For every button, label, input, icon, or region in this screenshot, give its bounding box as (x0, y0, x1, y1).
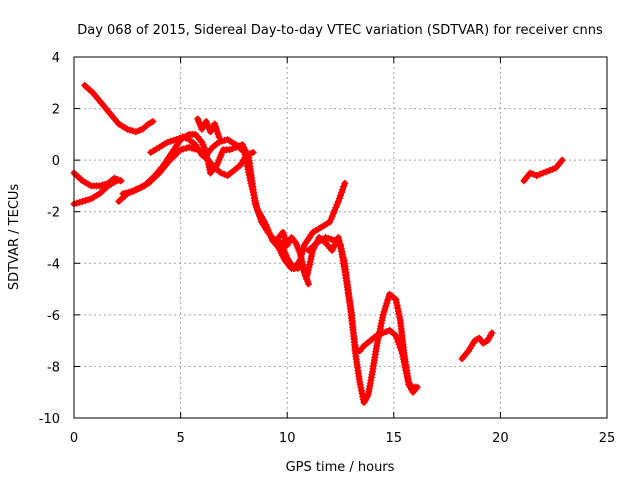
data-point-marker (338, 188, 346, 196)
data-point-marker (132, 128, 140, 136)
data-point-marker (330, 209, 337, 217)
data-point-marker (297, 252, 305, 260)
data-point-marker (252, 203, 260, 211)
data-point-marker (533, 172, 541, 180)
data-point-marker (327, 215, 335, 223)
data-point-marker (246, 150, 254, 158)
data-point-marker (243, 151, 251, 159)
data-point-marker (549, 165, 557, 173)
data-point-marker (254, 209, 262, 217)
data-point-marker (257, 215, 265, 223)
data-point-marker (392, 332, 400, 339)
y-tick-label: -8 (47, 360, 60, 375)
plot-frame (73, 56, 608, 419)
data-point-marker (526, 169, 534, 177)
x-tick-label: 15 (386, 431, 403, 446)
data-point-marker (379, 311, 387, 319)
data-point-marker (411, 383, 419, 391)
data-point-marker (539, 169, 547, 177)
data-point-marker (226, 146, 234, 154)
data-point-marker (381, 305, 389, 313)
data-point-marker (341, 179, 349, 187)
data-point-marker (172, 136, 180, 143)
y-tick-label: 4 (52, 51, 60, 66)
series-segment (70, 169, 125, 190)
data-point-marker (296, 249, 304, 257)
y-tick-label: 2 (52, 103, 60, 118)
series-segment (458, 329, 496, 363)
data-point-marker (135, 127, 143, 134)
series-segment (273, 228, 312, 288)
series-segment (147, 133, 257, 180)
data-point-marker (332, 203, 340, 211)
y-tick-label: -4 (47, 257, 60, 272)
data-point-marker (299, 261, 307, 269)
series-segment (81, 81, 157, 136)
data-point-marker (111, 174, 118, 182)
series-segment (520, 156, 566, 185)
data-point-marker (176, 134, 183, 142)
data-point-marker (488, 329, 496, 337)
data-point-marker (253, 206, 261, 214)
data-point-marker (545, 167, 553, 174)
data-point-marker (337, 191, 344, 199)
data-point-marker (529, 170, 537, 178)
series-segment (194, 115, 223, 141)
data-point-marker (179, 133, 187, 141)
y-tick-label: -6 (47, 309, 60, 324)
data-point-marker (256, 212, 263, 220)
x-tick-label: 25 (599, 431, 616, 446)
data-point-marker (149, 118, 157, 125)
data-point-marker (335, 194, 343, 202)
data-point-marker (383, 299, 391, 307)
series-segment (305, 234, 419, 406)
chart-title: Day 068 of 2015, Sidereal Day-to-day VTE… (77, 23, 603, 38)
data-point-marker (215, 133, 223, 141)
data-point-marker (542, 168, 550, 176)
x-tick-label: 0 (70, 431, 78, 446)
y-tick-label: 0 (52, 154, 60, 169)
x-tick-label: 20 (492, 431, 509, 446)
series-layer (70, 81, 566, 406)
data-point-marker (298, 258, 306, 266)
data-point-marker (297, 255, 305, 263)
data-point-marker (232, 143, 240, 151)
data-point-marker (558, 156, 566, 164)
data-point-marker (393, 298, 400, 306)
data-point-marker (235, 142, 243, 150)
data-point-marker (229, 145, 237, 152)
data-point-marker (117, 177, 125, 185)
y-axis-label: SDTVAR / TECUs (7, 184, 22, 291)
data-point-marker (182, 134, 190, 142)
data-point-marker (339, 185, 347, 193)
data-point-marker (334, 197, 342, 205)
data-point-marker (305, 280, 312, 288)
data-point-marker (300, 264, 307, 272)
data-point-marker (340, 182, 348, 190)
data-point-marker (114, 176, 122, 183)
x-tick-label: 5 (176, 431, 184, 446)
y-tick-label: -10 (39, 412, 60, 427)
data-point-marker (251, 200, 259, 208)
data-point-marker (536, 170, 544, 178)
data-point-marker (217, 169, 225, 177)
y-tick-label: -2 (47, 206, 60, 221)
x-axis-label: GPS time / hours (286, 460, 395, 475)
x-tick-label: 10 (279, 431, 296, 446)
ticks: 0 5 10 15 20 25 -10 -8 -6 -4 -2 0 2 4 (39, 51, 616, 446)
data-point-marker (249, 148, 257, 156)
